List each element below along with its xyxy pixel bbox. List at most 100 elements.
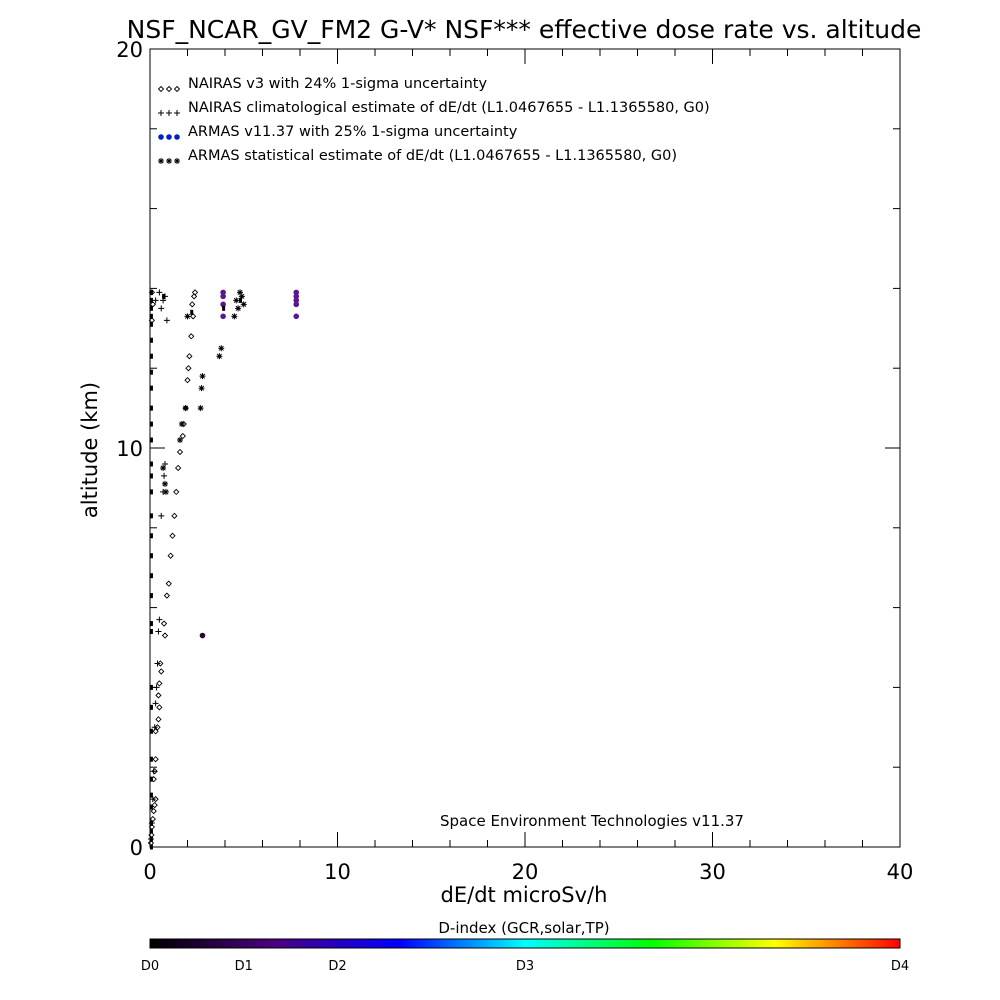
legend-entry: ARMAS statistical estimate of dE/dt (L1.… bbox=[188, 148, 677, 164]
data-point bbox=[149, 684, 153, 690]
data-point bbox=[149, 756, 153, 762]
data-point bbox=[191, 289, 199, 296]
data-point bbox=[149, 573, 153, 579]
data-point bbox=[173, 488, 180, 496]
data-point bbox=[149, 489, 153, 495]
data-point bbox=[179, 432, 186, 440]
data-point bbox=[158, 305, 165, 312]
data-point bbox=[220, 301, 226, 308]
legend: NAIRAS v3 with 24% 1-sigma uncertainty NA… bbox=[157, 76, 710, 164]
colorbar-label: D4 bbox=[891, 959, 909, 974]
axis-tick-labels: 0 10 20 30 40 0 10 20 bbox=[116, 38, 913, 884]
data-point bbox=[220, 313, 226, 320]
data-point bbox=[154, 660, 161, 667]
data-point bbox=[152, 756, 159, 763]
data-point bbox=[162, 293, 166, 299]
data-point bbox=[239, 297, 242, 303]
legend-marker bbox=[173, 85, 181, 93]
data-point bbox=[199, 632, 206, 639]
data-point bbox=[220, 293, 226, 300]
legend-entry: NAIRAS v3 with 24% 1-sigma uncertainty bbox=[188, 76, 487, 92]
colorbar bbox=[149, 938, 901, 949]
data-point bbox=[155, 716, 162, 723]
data-point bbox=[149, 305, 153, 311]
data-point bbox=[149, 553, 153, 559]
data-point bbox=[149, 728, 153, 734]
data-point bbox=[233, 297, 240, 304]
data-point bbox=[149, 820, 153, 826]
data-point bbox=[151, 801, 158, 809]
colorbar-label: D1 bbox=[235, 959, 253, 974]
data-point bbox=[149, 405, 153, 411]
colorbar-labels: D0 D1 D2 D3 D4 bbox=[141, 959, 909, 974]
plot-frame bbox=[149, 48, 901, 848]
data-point bbox=[158, 512, 165, 519]
data-point bbox=[176, 448, 184, 456]
x-tick-label: 10 bbox=[324, 860, 351, 884]
data-point bbox=[149, 828, 153, 834]
data-point bbox=[190, 293, 198, 300]
data-point bbox=[160, 464, 167, 471]
chart-title: NSF_NCAR_GV_FM2 G-V* NSF*** effective do… bbox=[127, 15, 922, 44]
data-point bbox=[149, 776, 153, 782]
data-marks bbox=[147, 289, 300, 850]
data-point bbox=[149, 792, 153, 798]
data-point bbox=[149, 385, 153, 391]
data-point bbox=[240, 301, 247, 308]
data-point bbox=[293, 293, 300, 300]
data-point bbox=[149, 337, 153, 343]
data-point bbox=[149, 836, 153, 842]
data-point bbox=[222, 305, 226, 311]
legend-marker bbox=[158, 110, 164, 116]
colorbar-label: D3 bbox=[516, 959, 534, 974]
data-point bbox=[155, 628, 162, 635]
data-point bbox=[189, 313, 197, 320]
colorbar-label: D2 bbox=[328, 959, 346, 974]
data-point bbox=[216, 353, 223, 360]
data-point bbox=[152, 700, 159, 707]
data-point bbox=[293, 297, 300, 304]
data-point bbox=[152, 728, 159, 735]
data-point bbox=[149, 621, 153, 627]
data-point bbox=[178, 421, 185, 428]
data-point bbox=[152, 795, 159, 803]
data-point bbox=[220, 289, 226, 296]
legend-marker bbox=[174, 158, 180, 164]
data-point bbox=[149, 513, 153, 519]
data-point bbox=[161, 632, 169, 639]
y-tick-label: 10 bbox=[116, 437, 143, 461]
data-point bbox=[218, 345, 225, 352]
data-point bbox=[155, 692, 162, 699]
x-tick-label: 20 bbox=[512, 860, 539, 884]
data-point bbox=[149, 421, 153, 427]
data-point bbox=[293, 289, 300, 296]
data-point bbox=[149, 473, 153, 479]
data-point bbox=[189, 301, 196, 308]
data-point bbox=[149, 313, 153, 319]
data-point bbox=[177, 437, 183, 444]
colorbar-label: D0 bbox=[141, 959, 159, 974]
data-point bbox=[149, 844, 153, 850]
data-point bbox=[197, 405, 204, 412]
data-point bbox=[149, 369, 153, 375]
data-point bbox=[185, 365, 192, 372]
data-point bbox=[167, 552, 174, 559]
data-point bbox=[151, 724, 158, 731]
data-point bbox=[174, 464, 182, 472]
data-point bbox=[199, 373, 206, 380]
legend-marker bbox=[157, 85, 165, 93]
data-point bbox=[156, 680, 163, 687]
data-point bbox=[152, 297, 159, 304]
data-point bbox=[149, 533, 153, 539]
legend-marker bbox=[158, 134, 164, 140]
legend-entry: NAIRAS climatological estimate of dE/dt … bbox=[188, 100, 710, 116]
annotation-credit: Space Environment Technologies v11.37 bbox=[440, 812, 744, 830]
data-point bbox=[156, 704, 163, 711]
data-point bbox=[160, 620, 168, 627]
data-point bbox=[190, 309, 194, 315]
data-point bbox=[182, 405, 189, 412]
data-point bbox=[163, 592, 171, 599]
data-point bbox=[154, 724, 161, 731]
legend-marker bbox=[174, 110, 180, 116]
